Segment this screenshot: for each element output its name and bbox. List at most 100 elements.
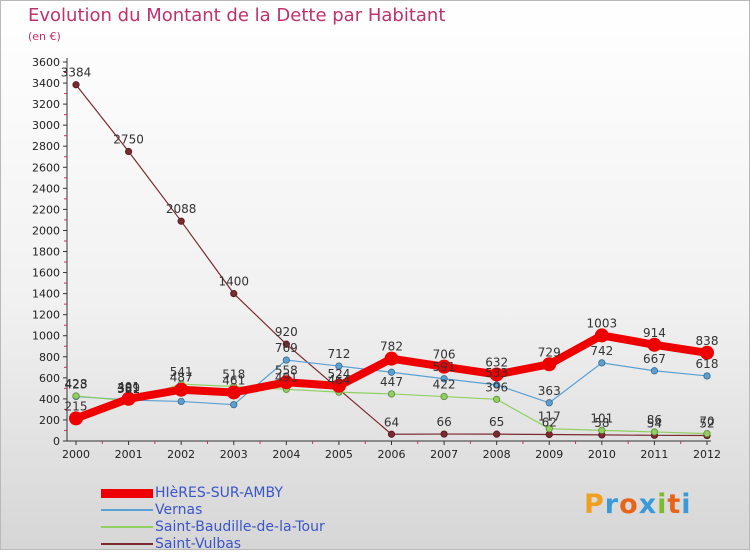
series-layer bbox=[69, 81, 714, 440]
data-label: 86 bbox=[647, 413, 662, 427]
series-point bbox=[174, 382, 189, 397]
series-point bbox=[545, 425, 553, 433]
series-point bbox=[387, 390, 396, 398]
legend-swatch bbox=[101, 543, 153, 545]
y-tick-label: 3400 bbox=[32, 77, 60, 90]
data-labels-layer: 215 401 487 461 558 524 782 706 632 729 1003 914 838… bbox=[61, 66, 719, 431]
y-tick-label: 2000 bbox=[32, 224, 60, 237]
x-tick-label: 2012 bbox=[693, 448, 721, 461]
logo-letter: t bbox=[667, 489, 682, 520]
legend-swatch bbox=[101, 509, 153, 511]
axes: 0 200 400 600 800 1000 1200 1400 1600 1800 2000 220… bbox=[32, 56, 721, 461]
x-tick-label: 2011 bbox=[640, 448, 668, 461]
logo-letter: o bbox=[619, 489, 639, 520]
y-tick-label: 400 bbox=[39, 393, 60, 406]
data-label: 591 bbox=[433, 360, 456, 374]
x-tick-label: 2009 bbox=[535, 448, 563, 461]
data-label: 396 bbox=[485, 380, 508, 394]
series-point bbox=[177, 217, 185, 225]
data-label: 491 bbox=[275, 370, 298, 384]
logo-letter: r bbox=[604, 489, 620, 520]
series-point bbox=[647, 337, 662, 352]
data-label: 2750 bbox=[113, 132, 144, 146]
series-point bbox=[437, 359, 452, 374]
y-tick-label: 1000 bbox=[32, 330, 60, 343]
series-point bbox=[650, 428, 659, 436]
x-tick-label: 2000 bbox=[62, 448, 90, 461]
data-label: 1003 bbox=[587, 316, 618, 330]
series-point bbox=[387, 368, 396, 376]
x-tick-label: 2001 bbox=[115, 448, 143, 461]
series-point bbox=[72, 81, 80, 89]
y-tick-label: 2200 bbox=[32, 203, 60, 216]
x-tick-label: 2002 bbox=[167, 448, 195, 461]
series-point bbox=[230, 401, 238, 409]
data-label: 101 bbox=[590, 411, 613, 425]
series-point bbox=[121, 391, 136, 406]
data-label: 389 bbox=[117, 381, 140, 395]
logo-letter: i bbox=[681, 489, 692, 520]
data-label: 706 bbox=[433, 348, 456, 362]
data-label: 447 bbox=[380, 375, 403, 389]
x-tick-label: 2007 bbox=[430, 448, 458, 461]
data-label: 1400 bbox=[218, 275, 249, 289]
y-tick-label: 2800 bbox=[32, 140, 60, 153]
data-label: 66 bbox=[436, 415, 451, 429]
data-label: 401 bbox=[117, 380, 140, 394]
data-label: 2088 bbox=[166, 202, 197, 216]
data-label: 64 bbox=[384, 415, 399, 429]
y-tick-label: 2600 bbox=[32, 161, 60, 174]
y-tick-label: 1600 bbox=[32, 267, 60, 280]
line-chart: 0 200 400 600 800 1000 1200 1400 1600 1800 2000 220… bbox=[32, 56, 721, 461]
legend-swatch bbox=[101, 488, 153, 498]
series-point bbox=[331, 378, 346, 393]
data-label: 541 bbox=[170, 365, 193, 379]
series-point bbox=[124, 147, 133, 156]
series-point bbox=[545, 399, 553, 407]
series-point bbox=[230, 290, 238, 298]
data-label: 838 bbox=[696, 334, 719, 348]
data-label: 712 bbox=[327, 347, 350, 361]
data-label: 428 bbox=[65, 377, 88, 391]
y-tick-label: 1400 bbox=[32, 288, 60, 301]
series-point bbox=[279, 375, 294, 390]
data-label: 558 bbox=[275, 363, 298, 377]
data-label: 52 bbox=[699, 417, 714, 431]
data-label: 422 bbox=[433, 378, 456, 392]
series-point bbox=[700, 345, 714, 360]
series-point bbox=[493, 381, 501, 389]
chart-subtitle: (en €) bbox=[28, 30, 61, 43]
chart-title: Evolution du Montant de la Dette par Hab… bbox=[28, 5, 446, 26]
data-label: 3384 bbox=[61, 66, 92, 80]
legend-label: Vernas bbox=[155, 502, 203, 518]
y-tick-label: 1800 bbox=[32, 246, 60, 259]
data-label: 729 bbox=[538, 345, 561, 359]
y-tick-label: 600 bbox=[39, 372, 60, 385]
y-tick-label: 0 bbox=[53, 435, 60, 448]
data-label: 58 bbox=[594, 416, 609, 430]
x-tick-label: 2010 bbox=[588, 448, 616, 461]
series-point bbox=[177, 397, 185, 406]
data-label: 667 bbox=[643, 352, 666, 366]
series-point bbox=[282, 356, 290, 364]
data-label: 618 bbox=[696, 357, 719, 371]
y-tick-label: 3000 bbox=[32, 119, 60, 132]
series-point bbox=[440, 430, 448, 438]
y-tick-label: 3600 bbox=[32, 56, 60, 69]
x-tick-label: 2005 bbox=[325, 448, 353, 461]
data-label: 518 bbox=[222, 367, 245, 381]
legend-label: Saint-Baudille-de-la-Tour bbox=[155, 519, 325, 535]
series-point bbox=[440, 392, 448, 401]
x-tick-label: 2004 bbox=[272, 448, 300, 461]
legend-swatch bbox=[101, 526, 153, 528]
data-label: 117 bbox=[538, 410, 561, 424]
data-label: 215 bbox=[65, 399, 88, 413]
y-tick-label: 200 bbox=[39, 414, 60, 427]
data-label: 920 bbox=[275, 325, 298, 339]
legend-label: HIèRES-SUR-AMBY bbox=[155, 485, 283, 501]
series-point bbox=[384, 351, 399, 366]
data-label: 363 bbox=[538, 384, 561, 398]
data-label: 70 bbox=[699, 415, 714, 429]
data-label: 914 bbox=[643, 326, 666, 340]
data-label: 461 bbox=[222, 373, 245, 387]
